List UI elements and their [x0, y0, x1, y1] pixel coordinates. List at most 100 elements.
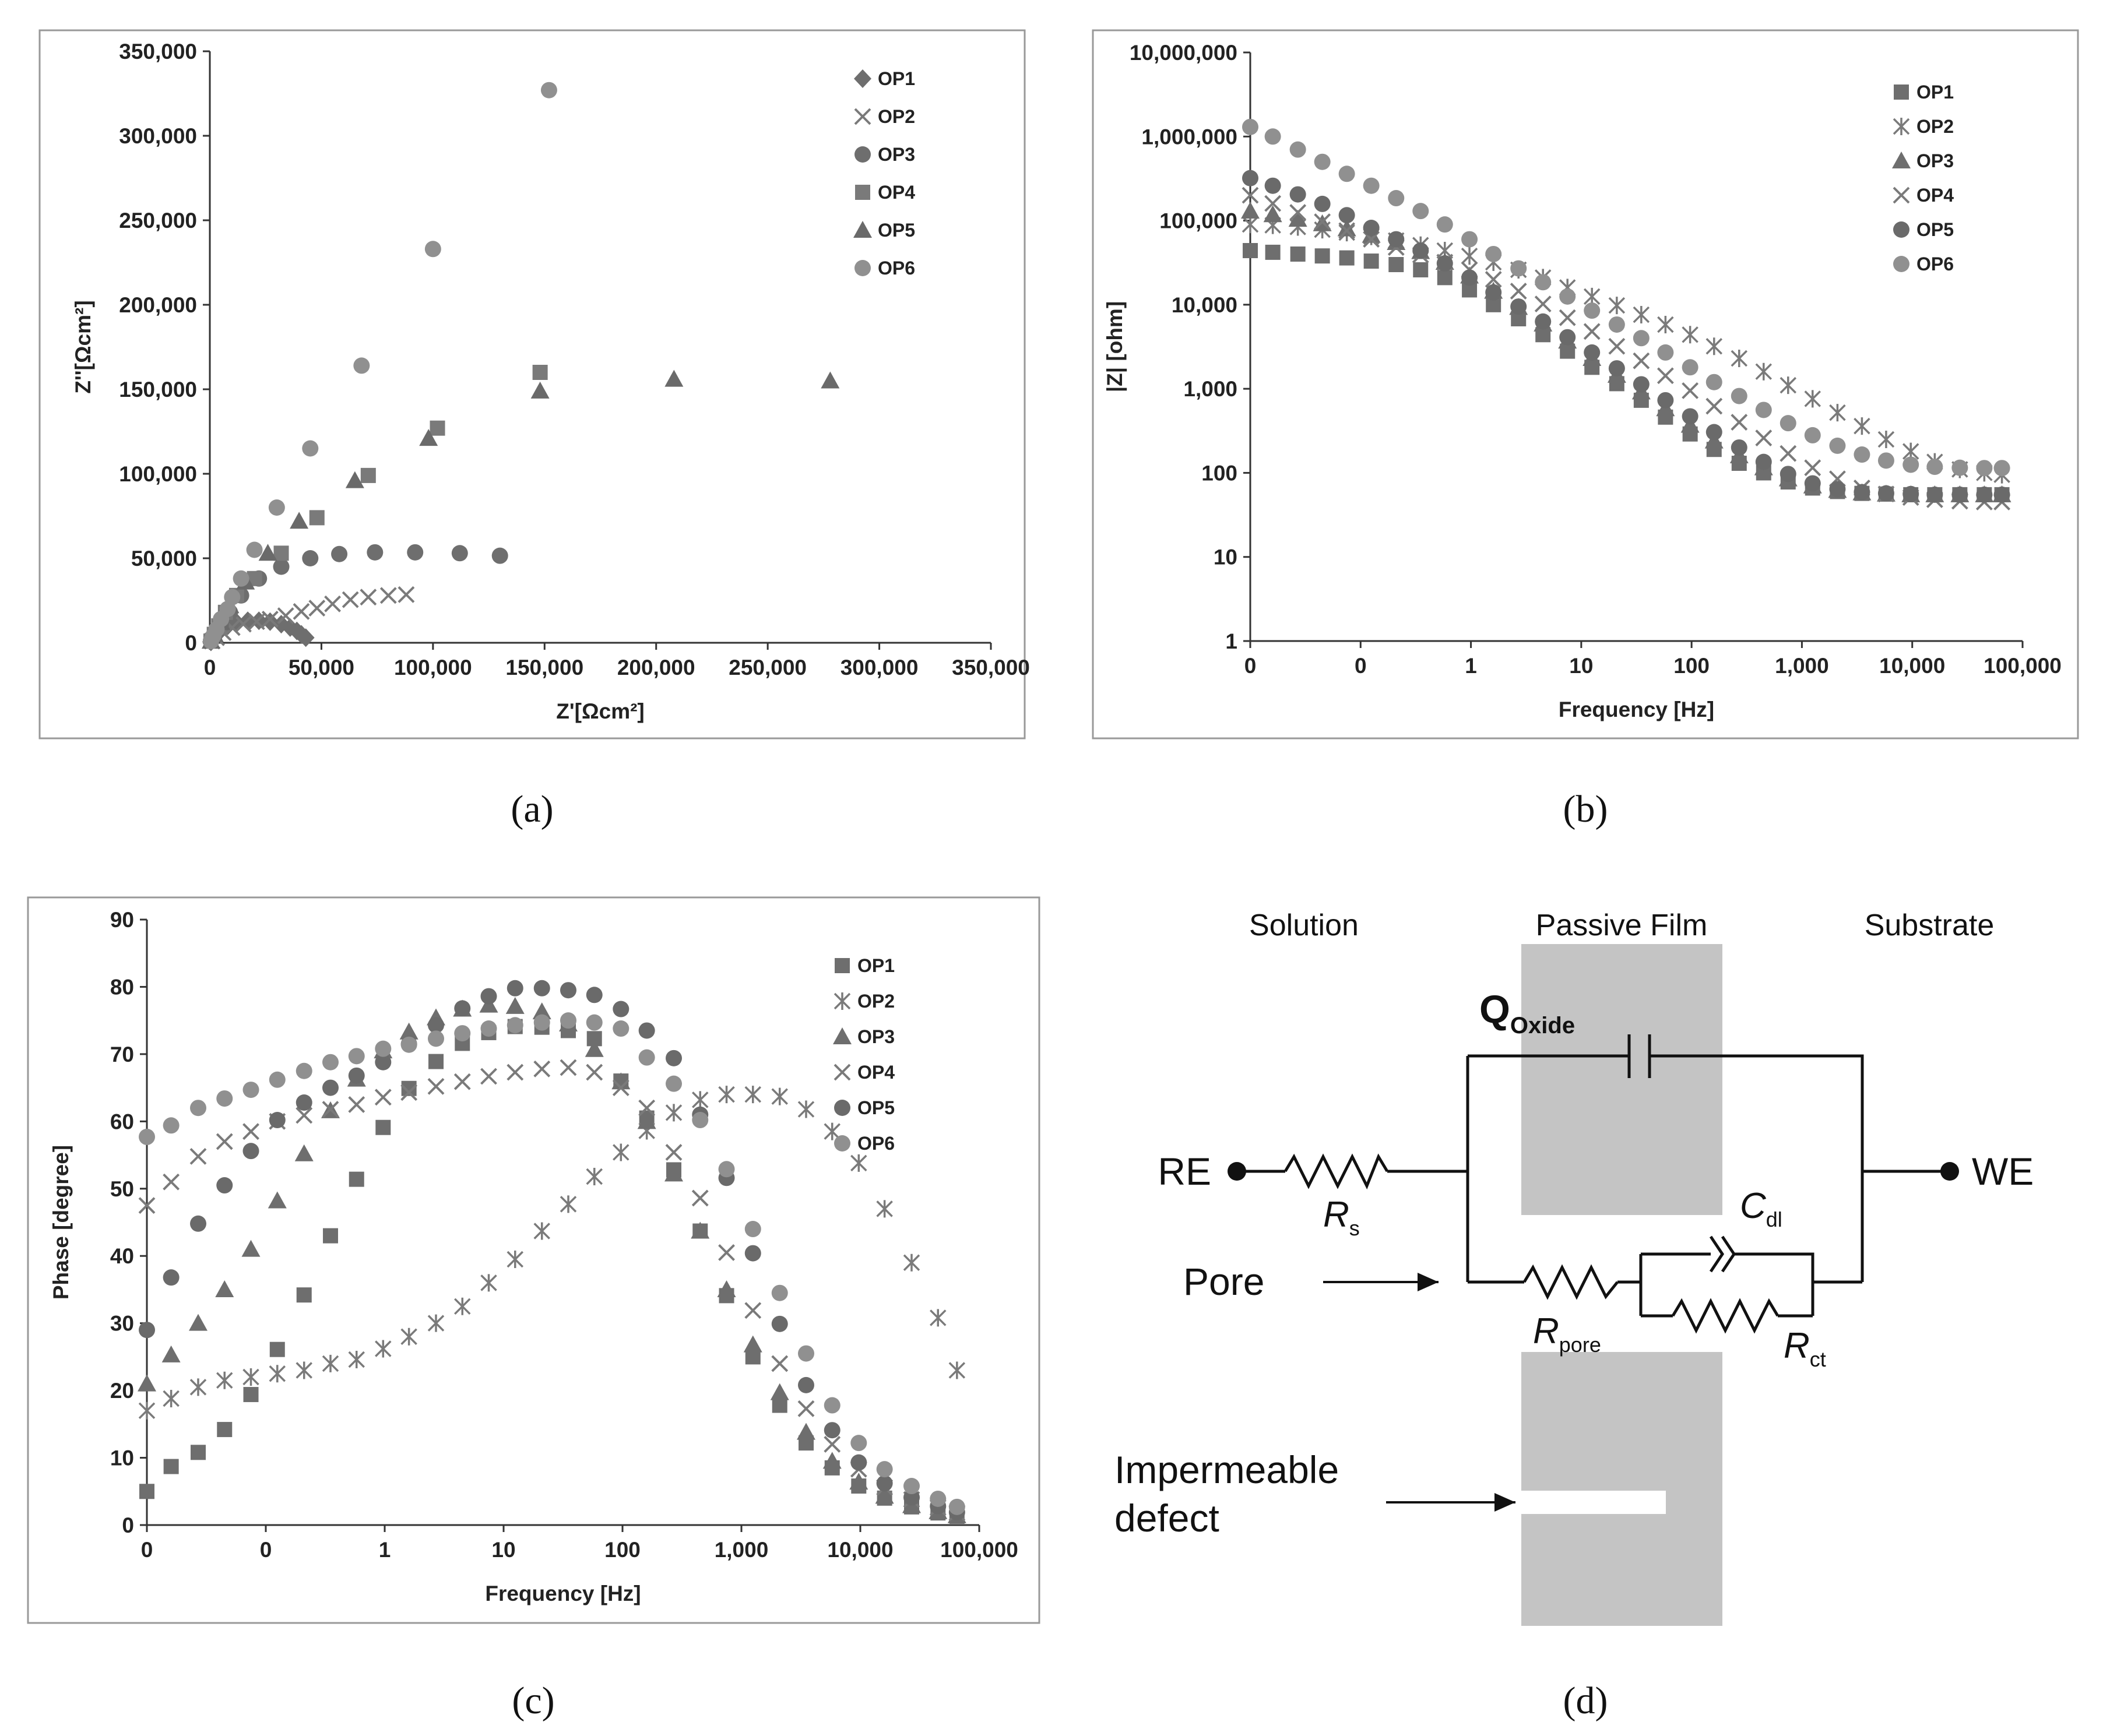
data-point — [692, 1112, 709, 1129]
data-point — [399, 1022, 419, 1040]
data-point — [161, 1345, 181, 1362]
x-tick-label: 100,000 — [394, 656, 472, 679]
data-point — [1731, 414, 1748, 431]
data-point — [273, 545, 289, 561]
legend-label: OP4 — [1916, 185, 1954, 206]
rs-label: Rs — [1323, 1195, 1360, 1240]
data-point — [1242, 170, 1258, 186]
data-point — [1243, 243, 1258, 259]
y-tick-label: 10,000 — [1172, 293, 1237, 317]
legend-label: OP2 — [857, 991, 895, 1012]
data-point — [1485, 271, 1502, 288]
data-point — [1780, 376, 1797, 395]
data-point — [1993, 486, 2010, 503]
data-point — [258, 544, 277, 561]
data-point — [1314, 213, 1331, 230]
data-point — [242, 1123, 259, 1140]
legend-marker — [834, 1064, 851, 1081]
data-point — [1804, 427, 1821, 443]
data-point — [138, 1197, 156, 1214]
data-point — [1951, 486, 1968, 503]
data-point — [1877, 431, 1895, 449]
legend-marker — [854, 69, 871, 88]
data-point — [1804, 475, 1821, 492]
legend-label: OP5 — [1916, 219, 1954, 240]
data-point — [770, 1383, 789, 1400]
data-point — [1657, 367, 1674, 385]
x-tick-label: 350,000 — [952, 656, 1030, 679]
data-point — [638, 1099, 656, 1117]
data-point — [324, 595, 341, 612]
legend-marker — [833, 1027, 852, 1044]
data-point — [691, 1221, 710, 1239]
defect-label-line2: defect — [1114, 1496, 1219, 1540]
panel-c-frame — [27, 896, 1040, 1624]
data-point — [1804, 390, 1821, 408]
data-point — [1314, 195, 1331, 212]
y-axis-title: Phase [degree] — [49, 1145, 73, 1300]
data-point — [1657, 392, 1674, 409]
data-point — [1388, 190, 1405, 207]
data-point — [1682, 382, 1699, 399]
series-op6 — [1242, 118, 2010, 477]
data-point — [427, 1077, 445, 1095]
data-point — [296, 1287, 312, 1303]
rs-subscript: s — [1349, 1216, 1360, 1240]
data-point — [1829, 404, 1846, 422]
data-point — [188, 1314, 208, 1331]
y-tick-label: 30 — [110, 1312, 134, 1336]
data-point — [242, 1143, 259, 1160]
legend-label: OP6 — [1916, 253, 1954, 274]
data-point — [163, 1459, 179, 1474]
data-point — [771, 1087, 788, 1105]
data-point — [1829, 481, 1846, 498]
data-point — [665, 1144, 683, 1161]
legend-label: OP1 — [857, 955, 895, 976]
data-point — [507, 1017, 523, 1034]
data-point — [480, 1020, 497, 1037]
data-point — [638, 1049, 655, 1066]
legend-label: OP1 — [878, 68, 915, 89]
data-point — [718, 1244, 735, 1261]
circuit-wires — [1237, 1054, 1950, 1318]
data-point — [1731, 388, 1747, 404]
data-point — [322, 1354, 339, 1372]
data-point — [718, 1161, 735, 1178]
data-point — [297, 628, 315, 647]
data-point — [1314, 153, 1331, 170]
data-point — [269, 1112, 286, 1129]
legend-label: OP3 — [878, 144, 915, 165]
data-point — [1338, 165, 1355, 182]
re-label: RE — [1158, 1150, 1211, 1193]
data-point — [560, 982, 576, 999]
data-point — [163, 1117, 180, 1134]
q-oxide-label: QOxide — [1479, 987, 1575, 1038]
data-point — [638, 1022, 655, 1039]
data-point — [375, 1040, 392, 1057]
data-point — [427, 1314, 445, 1332]
data-point — [400, 1327, 417, 1346]
we-label: WE — [1972, 1150, 2034, 1193]
x-tick-label: 150,000 — [505, 656, 583, 679]
data-point — [216, 1177, 233, 1194]
data-point — [1633, 330, 1650, 347]
data-point — [611, 1072, 631, 1090]
passive-film-lower — [1521, 1352, 1722, 1626]
region-substrate-label: Substrate — [1865, 909, 1995, 942]
data-point — [189, 1100, 206, 1117]
rpore-label: Rpore — [1533, 1311, 1601, 1357]
data-point — [190, 1445, 206, 1460]
series-op5 — [1242, 170, 2010, 503]
data-point — [1608, 337, 1626, 355]
legend-marker — [1892, 152, 1911, 168]
data-point — [1263, 205, 1282, 223]
data-point — [533, 1060, 551, 1077]
impermeable-defect-notch — [1520, 1491, 1666, 1514]
data-point — [348, 1351, 365, 1369]
data-point — [189, 1147, 207, 1165]
defect-label-line1: Impermeable — [1114, 1448, 1339, 1491]
y-axis-title: Z''[Ωcm²] — [71, 300, 95, 393]
data-point — [850, 1154, 867, 1172]
y-tick-label: 20 — [110, 1379, 134, 1403]
